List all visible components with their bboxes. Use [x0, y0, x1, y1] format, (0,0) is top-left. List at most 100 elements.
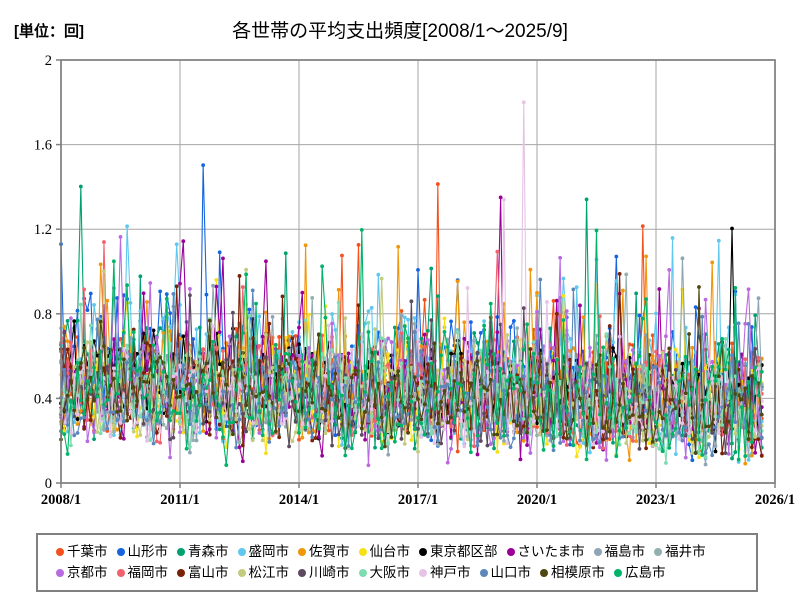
data-point	[264, 374, 268, 379]
legend-item-松江市[interactable]: 松江市	[237, 565, 289, 580]
data-point	[621, 405, 625, 410]
data-point	[601, 426, 606, 430]
data-point	[736, 321, 741, 326]
data-point	[587, 450, 592, 455]
legend-item-福井市[interactable]: 福井市	[654, 544, 706, 559]
legend-label: 福井市	[665, 544, 706, 559]
data-point	[204, 408, 209, 413]
data-point	[287, 444, 291, 449]
data-point	[716, 342, 721, 346]
data-point	[115, 391, 120, 396]
data-point	[75, 412, 80, 417]
data-point	[330, 348, 334, 352]
data-point	[687, 403, 691, 407]
data-point	[280, 422, 285, 426]
data-point	[630, 393, 635, 397]
data-point	[435, 294, 440, 299]
y-tick-label: 1.2	[34, 222, 52, 238]
legend-item-千葉市[interactable]: 千葉市	[56, 544, 108, 559]
data-point	[445, 460, 450, 465]
data-point	[753, 450, 758, 455]
legend-item-さいたま市[interactable]: さいたま市	[506, 544, 585, 559]
data-point	[416, 373, 420, 378]
legend-item-山形市[interactable]: 山形市	[116, 544, 168, 559]
data-point	[468, 320, 473, 324]
data-point	[201, 372, 206, 377]
data-point	[416, 449, 420, 454]
legend-item-佐賀市[interactable]: 佐賀市	[298, 544, 350, 559]
legend-item-京都市[interactable]: 京都市	[56, 565, 108, 580]
data-point	[703, 398, 708, 402]
data-point	[121, 330, 126, 335]
legend-item-盛岡市[interactable]: 盛岡市	[237, 544, 289, 559]
data-point	[644, 438, 648, 442]
legend-item-川崎市[interactable]: 川崎市	[298, 565, 350, 580]
data-point	[270, 315, 275, 319]
x-tick-label: 2026/1	[755, 492, 795, 508]
data-point	[115, 427, 120, 432]
data-point	[277, 424, 282, 429]
legend-item-広島市[interactable]: 広島市	[614, 565, 666, 580]
legend-item-山口市[interactable]: 山口市	[479, 565, 531, 580]
data-point	[257, 409, 262, 413]
data-point	[630, 348, 635, 352]
legend-item-福島市[interactable]: 福島市	[593, 544, 645, 559]
data-point	[171, 435, 176, 440]
legend-item-青森市[interactable]: 青森市	[177, 544, 229, 559]
data-point	[617, 334, 622, 339]
data-point	[105, 298, 110, 303]
data-point	[459, 419, 463, 424]
data-point	[121, 357, 126, 362]
data-point	[118, 336, 123, 341]
data-point	[416, 426, 420, 431]
data-point	[564, 436, 569, 441]
data-point	[449, 415, 453, 420]
data-point	[181, 428, 186, 432]
data-point	[234, 327, 239, 331]
data-point	[545, 300, 549, 304]
data-point	[426, 328, 430, 333]
data-point	[111, 366, 116, 371]
data-point	[164, 374, 169, 379]
data-point	[492, 365, 496, 370]
data-point	[191, 403, 196, 408]
data-point	[303, 425, 308, 430]
data-point	[376, 416, 381, 421]
data-point	[270, 365, 275, 370]
data-point	[396, 244, 401, 249]
data-point	[392, 342, 397, 347]
data-point	[65, 347, 70, 352]
legend-item-相模原市[interactable]: 相模原市	[540, 565, 605, 580]
data-point	[426, 434, 430, 439]
data-point	[108, 355, 113, 360]
data-point	[680, 421, 685, 426]
legend-item-神戸市[interactable]: 神戸市	[419, 565, 471, 580]
plot-area: 0 0.4 0.8 1.2 1.6 2 2008/1 2011/1 2014/1 2017/1 20…	[34, 53, 795, 508]
legend-item-仙台市[interactable]: 仙台市	[358, 544, 410, 559]
legend-item-福岡市[interactable]: 福岡市	[116, 565, 168, 580]
data-point	[554, 423, 559, 428]
data-point	[710, 260, 715, 265]
data-point	[108, 410, 113, 415]
data-point	[204, 386, 209, 390]
data-point	[188, 450, 192, 455]
data-point	[472, 344, 477, 348]
data-point	[640, 363, 645, 368]
data-point	[197, 430, 202, 435]
data-point	[650, 365, 655, 370]
data-point	[730, 441, 734, 446]
legend-item-東京都区部[interactable]: 東京都区部	[419, 544, 498, 559]
legend-item-富山市[interactable]: 富山市	[177, 565, 229, 580]
data-point	[178, 430, 182, 435]
legend-label: 千葉市	[67, 544, 108, 559]
data-point	[356, 402, 361, 407]
data-point	[297, 342, 301, 347]
data-point	[654, 349, 658, 354]
legend-item-大阪市[interactable]: 大阪市	[358, 565, 410, 580]
data-point	[650, 439, 655, 444]
data-point	[138, 414, 143, 419]
data-point	[508, 445, 513, 450]
data-point	[495, 249, 500, 254]
data-point	[111, 259, 116, 264]
data-point	[442, 367, 447, 372]
